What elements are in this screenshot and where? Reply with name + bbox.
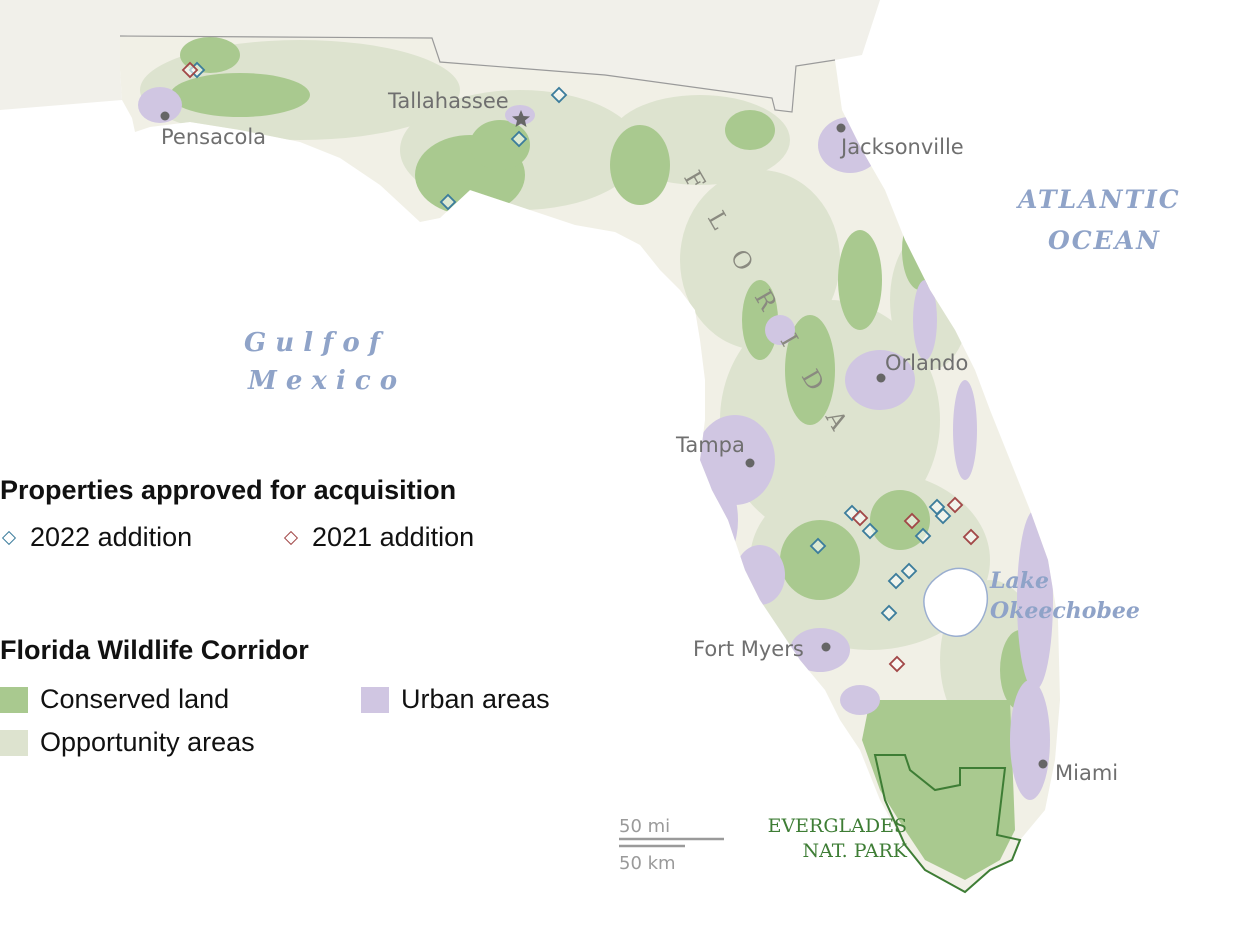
urban-swatch <box>361 686 389 713</box>
urban-areas <box>138 87 1053 800</box>
city-label-orlando: Orlando <box>885 351 968 375</box>
florida-outline <box>119 35 836 113</box>
scale-label-miles: 50 mi <box>619 816 670 837</box>
park-label-line1: EVERGLADES <box>768 815 907 837</box>
property-diamond-icon <box>510 130 528 148</box>
acquisition-legend-title: Properties approved for acquisition <box>0 475 457 505</box>
jacksonville-dot <box>836 123 846 133</box>
property-diamond-icon <box>900 562 918 580</box>
property-diamond-icon <box>903 512 921 530</box>
atlantic-label-line1: ATLANTIC <box>1016 185 1181 214</box>
legend-label-2022: 2022 addition <box>30 522 193 552</box>
property-diamond-icon <box>861 522 879 540</box>
conserved-swatch <box>0 686 28 713</box>
legend-item-urban: Urban areas <box>361 684 550 715</box>
property-diamond-icon <box>946 496 964 514</box>
acquisition-legend: Properties approved for acquisition 2022… <box>0 475 474 553</box>
property-diamond-icon <box>439 193 457 211</box>
opportunity-swatch <box>0 729 28 756</box>
scale-label-km: 50 km <box>619 853 676 874</box>
diamond-2021-icon <box>283 530 299 545</box>
lake-label-line1: Lake <box>989 568 1049 594</box>
everglades-outline <box>873 754 1022 894</box>
city-label-pensacola: Pensacola <box>161 125 266 149</box>
legend-label-2021: 2021 addition <box>312 522 475 552</box>
lake-okeechobee-shape <box>923 567 989 637</box>
miami-dot <box>1038 759 1048 769</box>
gulf-label-line2: M e x i c o <box>247 366 397 396</box>
property-diamond-icon <box>888 655 906 673</box>
diamond-2022-icon <box>1 530 17 545</box>
pensacola-dot <box>160 111 170 121</box>
city-markers <box>160 110 1048 769</box>
legend-item-2021: 2021 addition <box>282 522 474 553</box>
corridor-legend-title: Florida Wildlife Corridor <box>0 635 309 665</box>
city-label-jacksonville: Jacksonville <box>839 135 964 159</box>
orlando-dot <box>876 373 886 383</box>
property-diamond-icon <box>887 572 905 590</box>
property-diamond-icon <box>880 604 898 622</box>
property-diamond-icon <box>914 527 932 545</box>
legend-label-conserved: Conserved land <box>40 684 230 714</box>
tampa-dot <box>745 458 755 468</box>
fort-myers-dot <box>821 642 831 652</box>
legend-label-opportunity: Opportunity areas <box>40 727 255 757</box>
atlantic-label-line2: OCEAN <box>1048 226 1161 255</box>
lake-label-line2: Okeechobee <box>990 598 1140 624</box>
legend-label-urban: Urban areas <box>401 684 550 714</box>
corridor-legend: Florida Wildlife Corridor Conserved land… <box>0 635 550 758</box>
property-diamond-icon <box>550 86 568 104</box>
property-diamond-icon <box>181 61 199 79</box>
property-diamond-icon <box>809 537 827 555</box>
neighbor-land-north <box>0 0 1246 112</box>
city-label-tallahassee: Tallahassee <box>387 89 509 113</box>
legend-item-2022: 2022 addition <box>0 522 282 553</box>
property-diamond-icon <box>851 509 869 527</box>
city-label-miami: Miami <box>1055 761 1118 785</box>
tallahassee-star-icon <box>512 110 530 127</box>
scale-bar: 50 mi 50 km <box>619 816 724 874</box>
legend-item-opportunity: Opportunity areas <box>0 727 255 758</box>
property-diamond-icon <box>934 507 952 525</box>
legend-item-conserved: Conserved land <box>0 684 361 715</box>
city-label-fort-myers: Fort Myers <box>693 637 804 661</box>
city-label-tampa: Tampa <box>675 433 745 457</box>
property-diamond-icon <box>962 528 980 546</box>
property-markers <box>181 61 980 673</box>
park-label-line2: NAT. PARK <box>802 840 907 862</box>
gulf-label-line1: G u l f o f <box>244 328 384 358</box>
